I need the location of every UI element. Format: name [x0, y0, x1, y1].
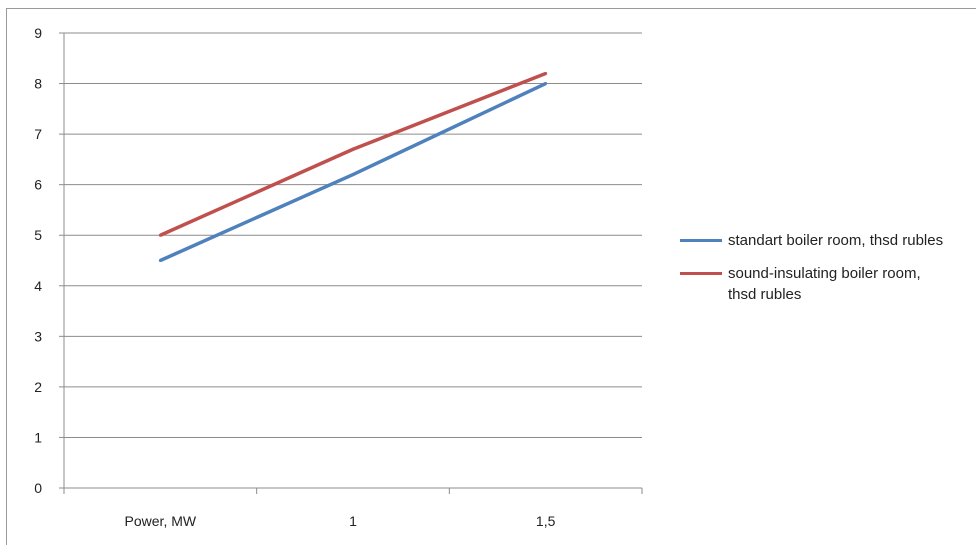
y-tick-label: 2 [34, 379, 42, 395]
y-tick-label: 0 [34, 480, 42, 496]
chart-frame [6, 8, 976, 545]
y-tick-label: 5 [34, 227, 42, 243]
x-tick-label: 1,5 [536, 513, 556, 529]
legend-swatch-sound-insulating [680, 272, 722, 275]
series-line-1 [159, 81, 547, 263]
data-point [158, 259, 162, 262]
series-line-2 [159, 71, 547, 237]
data-point [351, 147, 355, 151]
data-point [351, 173, 355, 177]
x-tick-label: 1 [349, 513, 357, 529]
legend-item-standard: standart boiler room, thsd rubles [680, 230, 950, 251]
y-tick-label: 9 [34, 25, 42, 41]
y-tick-label: 6 [34, 177, 42, 193]
y-tick-label: 3 [34, 328, 42, 344]
legend-label-sound-insulating: sound-insulating boiler room, thsd ruble… [728, 265, 921, 303]
x-tick-label: Power, MW [125, 513, 197, 529]
data-point [158, 233, 162, 237]
legend-item-sound-insulating: sound-insulating boiler room, thsd ruble… [680, 263, 950, 305]
legend: standart boiler room, thsd rubles sound-… [680, 230, 950, 317]
y-tick-label: 8 [34, 76, 42, 92]
data-point [544, 82, 548, 86]
y-tick-label: 7 [34, 126, 42, 142]
y-tick-label: 4 [34, 278, 42, 294]
legend-label-standard: standart boiler room, thsd rubles [728, 232, 944, 249]
legend-swatch-standard [680, 239, 722, 242]
y-tick-label: 1 [34, 429, 42, 445]
data-point [544, 71, 548, 75]
